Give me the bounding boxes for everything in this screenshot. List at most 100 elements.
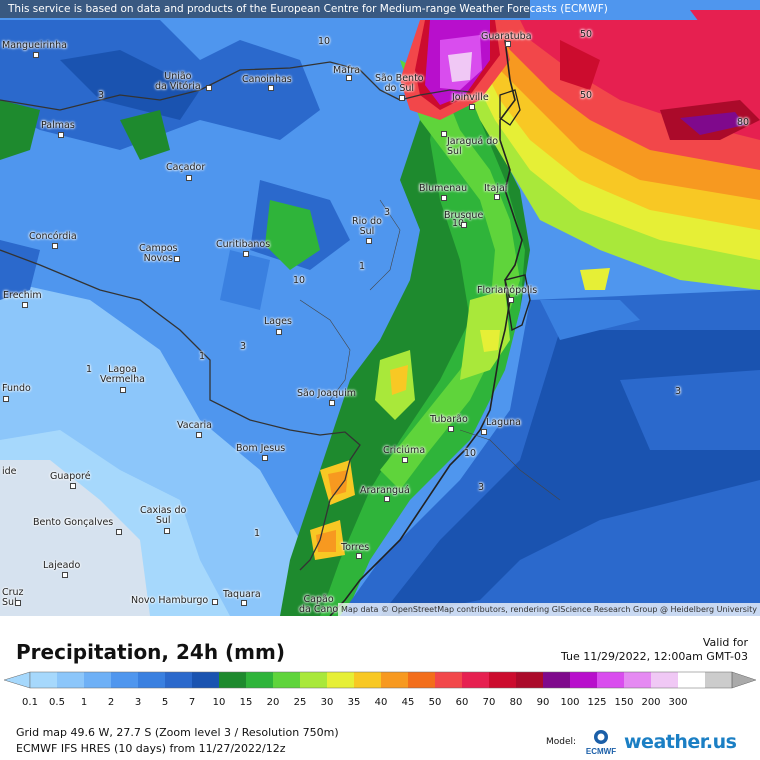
city-marker xyxy=(196,432,202,438)
city-label: Lajeado xyxy=(43,560,81,571)
scale-swatch xyxy=(678,672,706,688)
city-marker xyxy=(346,75,352,81)
city-label: Rio do Sul xyxy=(352,216,382,237)
scale-swatch xyxy=(300,672,328,688)
city-marker xyxy=(15,600,21,606)
city-label: Lages xyxy=(264,316,292,327)
valid-date[interactable]: Tue 11/29/2022, 12:00am GMT-03 xyxy=(560,650,748,663)
contour-label: 10 xyxy=(452,218,465,229)
city-label: Curitibanos xyxy=(216,239,271,250)
city-label: Jaraguá do Sul xyxy=(447,136,499,157)
city-label: Florianópolis xyxy=(477,285,538,296)
city-label: São Bento do Sul xyxy=(375,73,424,94)
city-marker xyxy=(262,455,268,461)
city-label: Torres xyxy=(341,542,370,553)
scale-tick-label: 30 xyxy=(320,697,334,708)
scale-tick-label: 0.1 xyxy=(22,697,38,708)
scale-tick-label: 90 xyxy=(536,697,550,708)
scale-tick-label: 300 xyxy=(668,697,688,708)
scale-tick-label: 60 xyxy=(455,697,469,708)
city-marker xyxy=(402,457,408,463)
scale-swatch xyxy=(192,672,220,688)
model-info: ECMWF IFS HRES (10 days) from 11/27/2022… xyxy=(16,742,286,755)
scale-swatch xyxy=(516,672,544,688)
contour-label: 10 xyxy=(464,448,477,459)
scale-swatch xyxy=(705,672,733,688)
contour-label: 10 xyxy=(293,275,306,286)
city-label: Guaratuba xyxy=(481,31,532,42)
scale-swatch xyxy=(138,672,166,688)
city-label: Blumenau xyxy=(419,183,468,194)
city-marker xyxy=(116,529,122,535)
map-title: Precipitation, 24h (mm) xyxy=(16,640,285,664)
model-label: Model: xyxy=(546,737,577,747)
map-attribution[interactable]: Map data © OpenStreetMap contributors, r… xyxy=(338,603,760,616)
city-marker xyxy=(461,222,467,228)
scale-frame xyxy=(29,671,733,689)
city-label: Taquara xyxy=(223,589,261,600)
city-marker xyxy=(399,95,405,101)
ecmwf-logo: ECMWF xyxy=(582,728,620,756)
scale-swatch xyxy=(111,672,139,688)
city-marker xyxy=(448,426,454,432)
city-marker xyxy=(329,400,335,406)
contour-label: 50 xyxy=(580,29,593,40)
scale-tick-label: 1 xyxy=(80,697,88,708)
city-label: Fundo xyxy=(2,383,31,394)
city-marker xyxy=(384,496,390,502)
city-marker xyxy=(276,329,282,335)
scale-tick-label: 200 xyxy=(641,697,661,708)
city-label: Caçador xyxy=(166,162,206,173)
scale-swatch xyxy=(57,672,85,688)
city-label: Novo Hamburgo xyxy=(131,595,209,606)
city-marker xyxy=(494,194,500,200)
scale-swatch xyxy=(597,672,625,688)
city-marker xyxy=(469,104,475,110)
scale-swatch xyxy=(543,672,571,688)
contour-label: 3 xyxy=(384,207,391,218)
city-marker xyxy=(70,483,76,489)
weather-us-logo[interactable]: weather.us xyxy=(624,731,737,753)
city-label: Palmas xyxy=(41,120,75,131)
city-label: Campos Novos xyxy=(139,243,178,264)
precipitation-map[interactable]: 10 3 50 50 80 3 1 10 10 3 1 1 3 10 3 1 1… xyxy=(0,0,760,616)
city-marker xyxy=(241,600,247,606)
map-canvas xyxy=(0,0,760,616)
city-label: Tubarão xyxy=(430,414,468,425)
scale-swatch xyxy=(165,672,193,688)
scale-swatch xyxy=(246,672,274,688)
contour-label: 1 xyxy=(359,261,366,272)
scale-tick-label: 3 xyxy=(134,697,142,708)
contour-label: 1 xyxy=(199,351,206,362)
city-marker xyxy=(441,131,447,137)
scale-tick-label: 45 xyxy=(401,697,415,708)
contour-label: 10 xyxy=(318,36,331,47)
scale-swatch xyxy=(408,672,436,688)
city-marker xyxy=(366,238,372,244)
city-label: Itajaí xyxy=(484,183,508,194)
scale-swatch xyxy=(651,672,679,688)
city-label: Araranguá xyxy=(360,485,410,496)
scale-tick-label: 15 xyxy=(239,697,253,708)
scale-tick-label: 150 xyxy=(614,697,634,708)
scale-swatch xyxy=(84,672,112,688)
city-label: Bom Jesus xyxy=(236,443,286,454)
city-marker xyxy=(243,251,249,257)
scale-tick-label: 70 xyxy=(482,697,496,708)
city-label: Capão da Cano xyxy=(299,594,339,615)
city-label: Brusque xyxy=(444,210,484,221)
scale-swatch xyxy=(327,672,355,688)
scale-swatch xyxy=(273,672,301,688)
city-marker xyxy=(3,396,9,402)
scale-tick-label: 50 xyxy=(428,697,442,708)
city-label: Canoinhas xyxy=(242,74,292,85)
contour-label: 3 xyxy=(98,90,105,101)
scale-swatch xyxy=(30,672,58,688)
city-marker xyxy=(212,599,218,605)
contour-label: 80 xyxy=(737,117,750,128)
scale-swatch xyxy=(354,672,382,688)
scale-tick-label: 10 xyxy=(212,697,226,708)
city-label: ide xyxy=(2,466,17,477)
city-marker xyxy=(120,387,126,393)
ecmwf-notice: This service is based on data and produc… xyxy=(0,0,608,18)
